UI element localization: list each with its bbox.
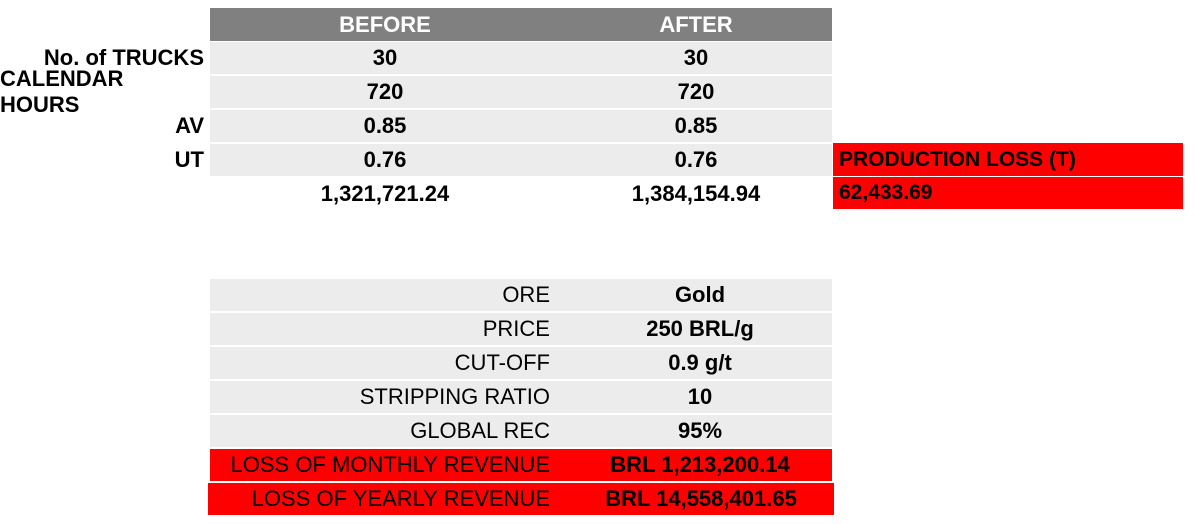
cell-trucks-before: 30 <box>210 42 560 74</box>
cell-ut-after: 0.76 <box>560 144 832 176</box>
yearly-revenue-loss-label: LOSS OF YEARLY REVENUE <box>208 483 568 515</box>
cell-av-before: 0.85 <box>210 110 560 142</box>
monthly-revenue-loss-label: LOSS OF MONTHLY REVENUE <box>210 449 568 481</box>
param-value-cutoff: 0.9 g/t <box>568 347 832 379</box>
total-after: 1,384,154.94 <box>631 181 761 206</box>
total-before: 1,321,721.24 <box>320 181 450 206</box>
param-label-stripping-ratio: STRIPPING RATIO <box>210 381 568 413</box>
param-label-ore: ORE <box>210 279 568 311</box>
row-label-trucks: No. of TRUCKS <box>43 45 204 70</box>
cell-av-after: 0.85 <box>560 110 832 142</box>
param-label-cutoff: CUT-OFF <box>210 347 568 379</box>
cell-hours-before: 720 <box>210 76 560 108</box>
param-value-global-rec: 95% <box>568 415 832 447</box>
row-label-av: AV <box>175 113 204 138</box>
monthly-revenue-loss-value: BRL 1,213,200.14 <box>568 449 832 481</box>
row-label-calendar-hours: CALENDAR HOURS <box>0 66 124 117</box>
cell-trucks-after: 30 <box>560 42 832 74</box>
param-value-ore: Gold <box>568 279 832 311</box>
param-value-stripping-ratio: 10 <box>568 381 832 413</box>
row-label-ut: UT <box>174 147 204 172</box>
cell-ut-before: 0.76 <box>210 144 560 176</box>
production-loss-value: 62,433.69 <box>833 177 1183 209</box>
param-label-global-rec: GLOBAL REC <box>210 415 568 447</box>
header-after: AFTER <box>560 8 832 41</box>
yearly-revenue-loss-value: BRL 14,558,401.65 <box>568 483 834 515</box>
param-value-price: 250 BRL/g <box>568 313 832 345</box>
param-label-price: PRICE <box>210 313 568 345</box>
cell-hours-after: 720 <box>560 76 832 108</box>
header-before: BEFORE <box>210 8 560 41</box>
production-loss-label: PRODUCTION LOSS (T) <box>833 143 1183 176</box>
